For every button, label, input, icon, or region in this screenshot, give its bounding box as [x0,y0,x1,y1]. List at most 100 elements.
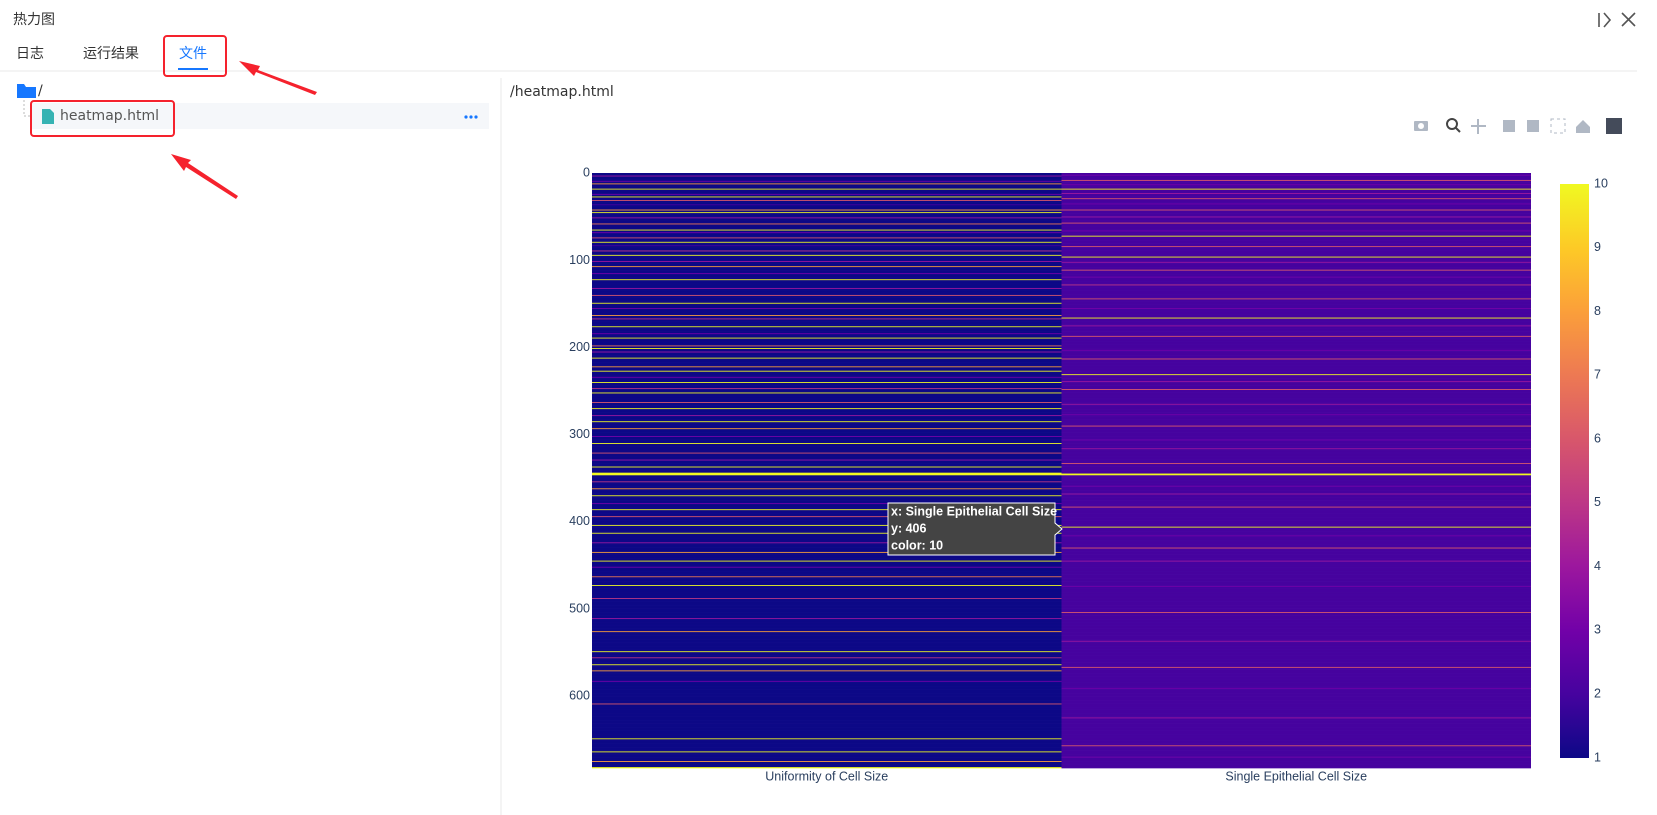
heatmap-cell [1061,450,1531,453]
heatmap-cell [592,626,1062,628]
heatmap-cell [592,213,1062,215]
heatmap-cell [592,328,1062,331]
heatmap-cell [1061,463,1531,466]
heatmap-cell [1061,299,1531,301]
heatmap-cell [592,512,1062,514]
heatmap-cell [1061,417,1531,420]
heatmap-cell [592,413,1062,415]
heatmap-cell [1061,368,1531,370]
heatmap-cell [592,757,1062,759]
heatmap-cell [592,224,1062,226]
heatmap-cell [592,648,1062,650]
window-controls[interactable] [1598,12,1636,28]
y-tick-label: 0 [583,166,590,180]
heatmap-cell [592,511,1062,513]
heatmap-cell [592,704,1062,706]
heatmap-cell [592,700,1062,702]
heatmap-cell [1061,310,1531,312]
heatmap-cell [592,533,1062,535]
tab-active[interactable]: 文件 [179,46,207,62]
heatmap-cell [592,392,1062,394]
heatmap-cell [1061,578,1531,581]
heatmap-cell [592,629,1062,631]
heatmap-cell [1061,477,1531,479]
heatmap-cell [592,291,1062,293]
heatmap-cell [592,718,1062,720]
heatmap-cell [1061,601,1531,603]
heatmap-cell [592,742,1062,744]
file-name[interactable]: heatmap.html [60,108,159,124]
heatmap-cell [592,740,1062,743]
heatmap-cell [592,402,1062,405]
heatmap-cell [592,523,1062,525]
heatmap-cell [592,663,1062,665]
y-tick-label: 200 [569,340,590,354]
heatmap-cell [592,286,1062,288]
heatmap-cell [592,682,1062,684]
heatmap-cell [592,575,1062,577]
heatmap-cell [592,552,1062,555]
heatmap-cell [592,586,1062,589]
heatmap-cell [1061,636,1531,638]
heatmap-cell [592,674,1062,677]
heatmap-cell [1061,456,1531,458]
heatmap-cell [1061,576,1531,578]
heatmap-cell [592,748,1062,751]
heatmap-cell [592,603,1062,605]
heatmap-cell [1061,586,1531,589]
heatmap-cell [1061,200,1531,203]
heatmap-cell [1061,612,1531,615]
modebar[interactable] [1414,118,1622,134]
tab[interactable]: 日志 [16,46,44,62]
heatmap-cell [592,340,1062,342]
file-row[interactable] [32,103,489,129]
heatmap-cell [1061,686,1531,689]
heatmap-cell [592,580,1062,582]
heatmap-cell [1061,651,1531,653]
heatmap-cell [592,233,1062,236]
heatmap-cell [592,637,1062,639]
heatmap-cell [1061,550,1531,552]
heatmap-cell [1061,762,1531,764]
heatmap-cell [1061,470,1531,472]
heatmap-cell [592,263,1062,265]
tab[interactable]: 运行结果 [83,46,139,62]
heatmap-cell [1061,560,1531,562]
heatmap-cell [592,690,1062,692]
heatmap[interactable]: Uniformity of Cell Size Single Epithelial… [569,166,1608,784]
heatmap-cell [1061,747,1531,750]
heatmap-cell [592,178,1062,180]
tree-root[interactable]: / [38,83,43,99]
more-button[interactable] [464,115,478,119]
heatmap-cell [1061,268,1531,271]
heatmap-cell [592,475,1062,477]
heatmap-cell [1061,415,1531,417]
heatmap-cell [592,203,1062,205]
heatmap-cell [592,513,1062,515]
heatmap-cell [592,399,1062,401]
heatmap-cell [592,509,1062,511]
heatmap-cell [592,511,1062,514]
heatmap-cell [1061,194,1531,197]
heatmap-cell [1061,724,1531,726]
heatmap-cell [1061,216,1531,218]
heatmap-cell [1061,459,1531,461]
heatmap-cell [592,493,1062,495]
heatmap-cell [592,320,1062,322]
heatmap-cell [1061,397,1531,399]
heatmap-cell [1061,634,1531,636]
heatmap-cell [1061,647,1531,650]
heatmap-cell [592,187,1062,190]
heatmap-cell [1061,366,1531,368]
heatmap-cell [592,592,1062,595]
y-tick-label: 400 [569,514,590,528]
heatmap-cell [1061,536,1531,538]
heatmap-cell [592,714,1062,717]
heatmap-cell [1061,437,1531,440]
heatmap-cell [1061,592,1531,595]
heatmap-cell [592,727,1062,730]
heatmap-cell [1061,684,1531,686]
heatmap-cell [1061,423,1531,426]
heatmap-cell [592,318,1062,320]
heatmap-cell [592,215,1062,217]
